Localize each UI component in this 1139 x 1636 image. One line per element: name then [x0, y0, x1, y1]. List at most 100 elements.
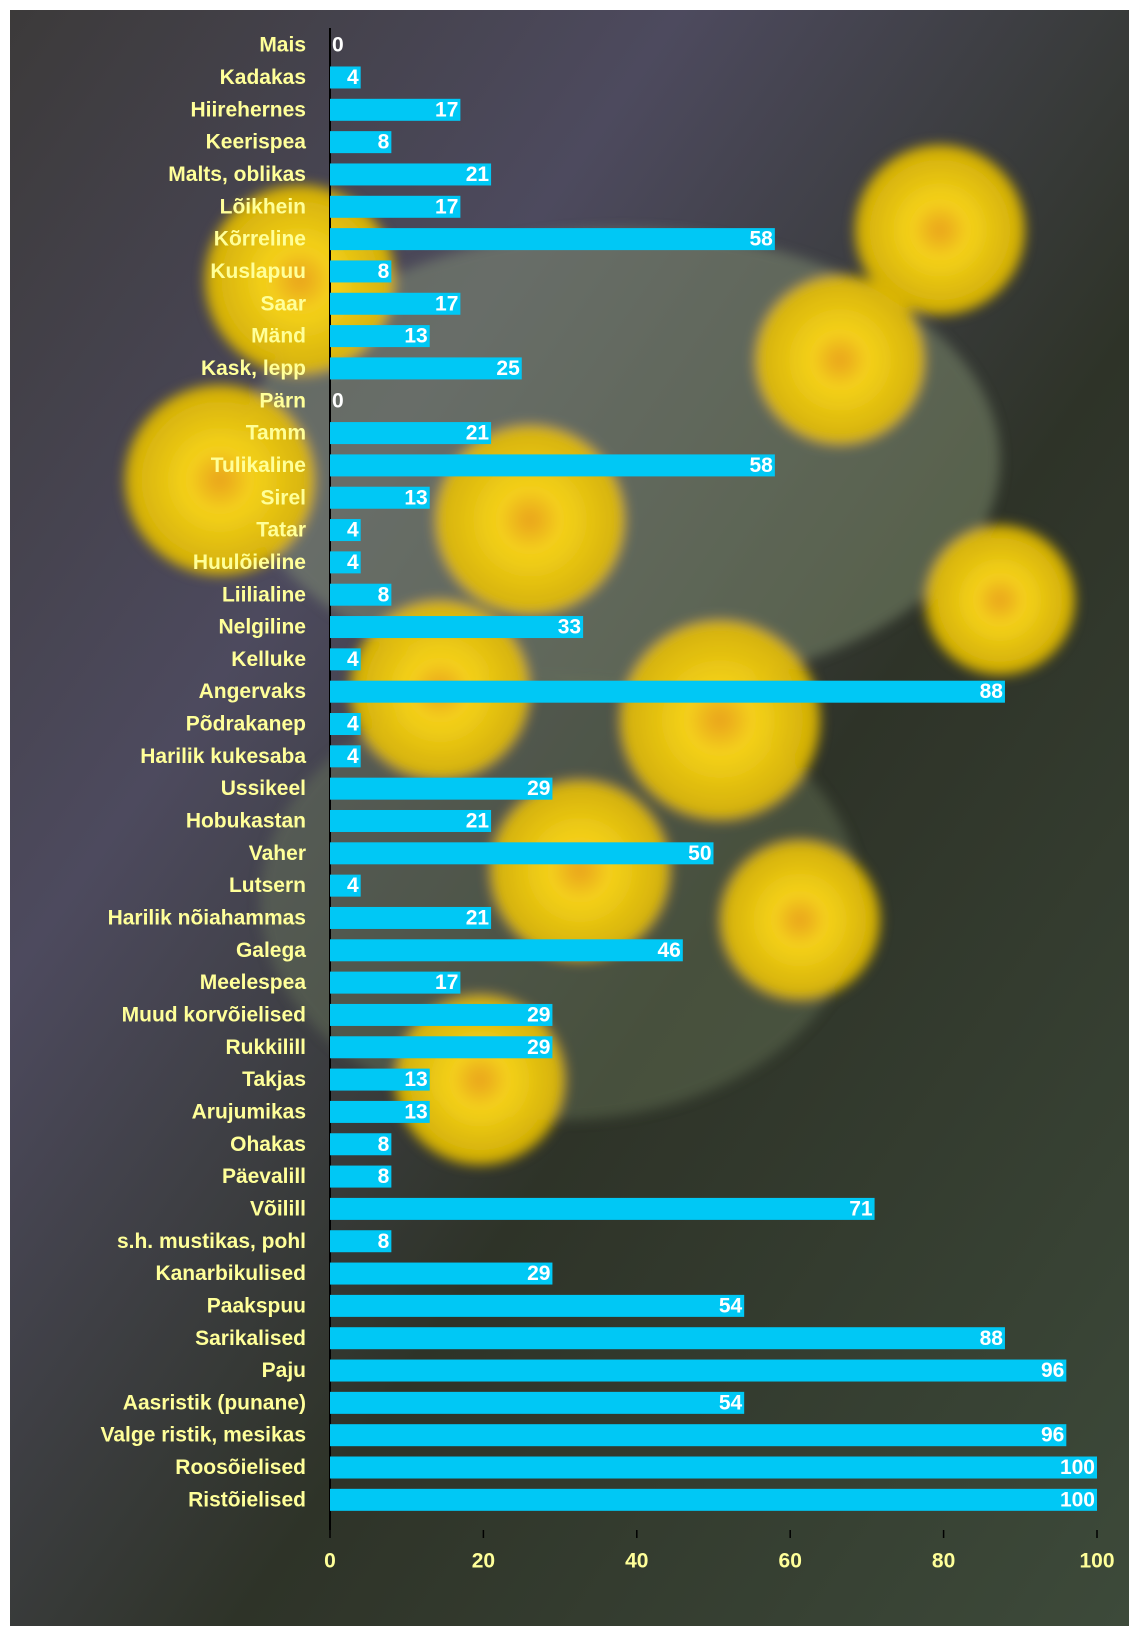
category-label: Keerispea	[206, 131, 307, 154]
category-label: Mänd	[251, 325, 306, 348]
x-tick-label: 80	[932, 1550, 955, 1573]
value-label: 25	[496, 357, 520, 380]
value-label: 88	[980, 1327, 1004, 1350]
category-label: Kadakas	[220, 66, 306, 89]
value-label: 100	[1060, 1456, 1095, 1479]
value-label: 21	[466, 907, 490, 930]
category-label: Nelgiline	[218, 616, 306, 639]
value-label: 54	[719, 1391, 743, 1414]
value-label: 96	[1041, 1424, 1064, 1447]
value-label: 54	[719, 1294, 743, 1317]
value-label: 13	[404, 325, 427, 348]
category-label: Vaher	[249, 842, 306, 865]
category-label: Sirel	[260, 486, 306, 509]
category-label: Ohakas	[230, 1133, 306, 1156]
bar	[330, 228, 775, 250]
value-label: 13	[404, 1100, 427, 1123]
category-label: Hobukastan	[186, 810, 306, 833]
category-label: Paakspuu	[207, 1294, 306, 1317]
value-label: 58	[750, 454, 774, 477]
category-label: Kanarbikulised	[155, 1262, 306, 1285]
value-label: 8	[378, 1165, 390, 1188]
bar	[330, 454, 775, 476]
category-label: Kask, lepp	[201, 357, 306, 380]
category-label: Huulõieline	[193, 551, 306, 574]
bar	[330, 1392, 744, 1414]
category-label: Paju	[262, 1359, 306, 1382]
category-label: Ussikeel	[221, 777, 306, 800]
value-label: 29	[527, 1036, 550, 1059]
category-label: Saar	[260, 292, 306, 315]
category-label: Põdrakanep	[186, 713, 306, 736]
value-label: 4	[347, 874, 359, 897]
category-label: Rukkilill	[225, 1036, 306, 1059]
category-label: Angervaks	[199, 680, 306, 703]
value-label: 21	[466, 163, 490, 186]
x-tick-label: 60	[779, 1550, 802, 1573]
value-label: 17	[435, 195, 458, 218]
category-label: Aasristik (punane)	[123, 1391, 306, 1414]
bar	[330, 681, 1005, 703]
value-label: 0	[332, 389, 344, 412]
value-label: 21	[466, 422, 490, 445]
category-label: Kelluke	[231, 648, 306, 671]
category-label: Võilill	[250, 1197, 306, 1220]
category-label: Malts, oblikas	[168, 163, 306, 186]
value-label: 8	[378, 583, 390, 606]
bar	[330, 357, 522, 379]
category-label: Tatar	[256, 519, 306, 542]
bar	[330, 939, 683, 961]
bar	[330, 1295, 744, 1317]
value-label: 4	[347, 551, 359, 574]
category-label: Lutsern	[229, 874, 306, 897]
value-label: 8	[378, 1230, 390, 1253]
category-label: s.h. mustikas, pohl	[117, 1230, 306, 1253]
category-label: Valge ristik, mesikas	[101, 1424, 306, 1447]
category-label: Meelespea	[200, 971, 307, 994]
category-label: Mais	[259, 34, 306, 57]
category-label: Arujumikas	[192, 1100, 306, 1123]
bar	[330, 842, 714, 864]
value-label: 13	[404, 486, 427, 509]
value-label: 17	[435, 98, 458, 121]
value-label: 17	[435, 292, 458, 315]
x-tick-label: 40	[625, 1550, 648, 1573]
category-label: Tulikaline	[211, 454, 306, 477]
bar	[330, 1036, 552, 1058]
category-label: Päevalill	[222, 1165, 306, 1188]
value-label: 46	[657, 939, 680, 962]
bar	[330, 616, 583, 638]
category-label: Kuslapuu	[210, 260, 306, 283]
value-label: 8	[378, 1133, 390, 1156]
category-label: Sarikalised	[195, 1327, 306, 1350]
category-label: Kõrreline	[214, 228, 306, 251]
bar	[330, 1263, 552, 1285]
value-label: 17	[435, 971, 458, 994]
bar	[330, 1198, 875, 1220]
bar	[330, 1424, 1066, 1446]
value-label: 96	[1041, 1359, 1064, 1382]
value-label: 4	[347, 648, 359, 671]
category-label: Liilialine	[222, 583, 306, 606]
category-label: Hiirehernes	[190, 98, 306, 121]
value-label: 33	[558, 616, 581, 639]
page: 0 20 40 60 80 100 Mais 0 Kadakas 4 Hiirehernes 17 Ke…	[0, 0, 1139, 1636]
bar	[330, 778, 552, 800]
value-label: 4	[347, 745, 359, 768]
value-label: 8	[378, 260, 390, 283]
category-label: Tamm	[246, 422, 306, 445]
bar	[330, 1360, 1066, 1382]
category-label: Galega	[236, 939, 306, 962]
category-label: Lõikhein	[220, 195, 306, 218]
bar	[330, 1457, 1097, 1479]
value-label: 29	[527, 777, 550, 800]
value-label: 50	[688, 842, 711, 865]
x-tick-label: 20	[472, 1550, 495, 1573]
value-label: 13	[404, 1068, 427, 1091]
category-label: Harilik kukesaba	[140, 745, 306, 768]
value-label: 71	[849, 1197, 873, 1220]
value-label: 29	[527, 1262, 550, 1285]
value-label: 88	[980, 680, 1004, 703]
category-label: Pärn	[259, 389, 306, 412]
x-tick-label: 0	[324, 1550, 336, 1573]
